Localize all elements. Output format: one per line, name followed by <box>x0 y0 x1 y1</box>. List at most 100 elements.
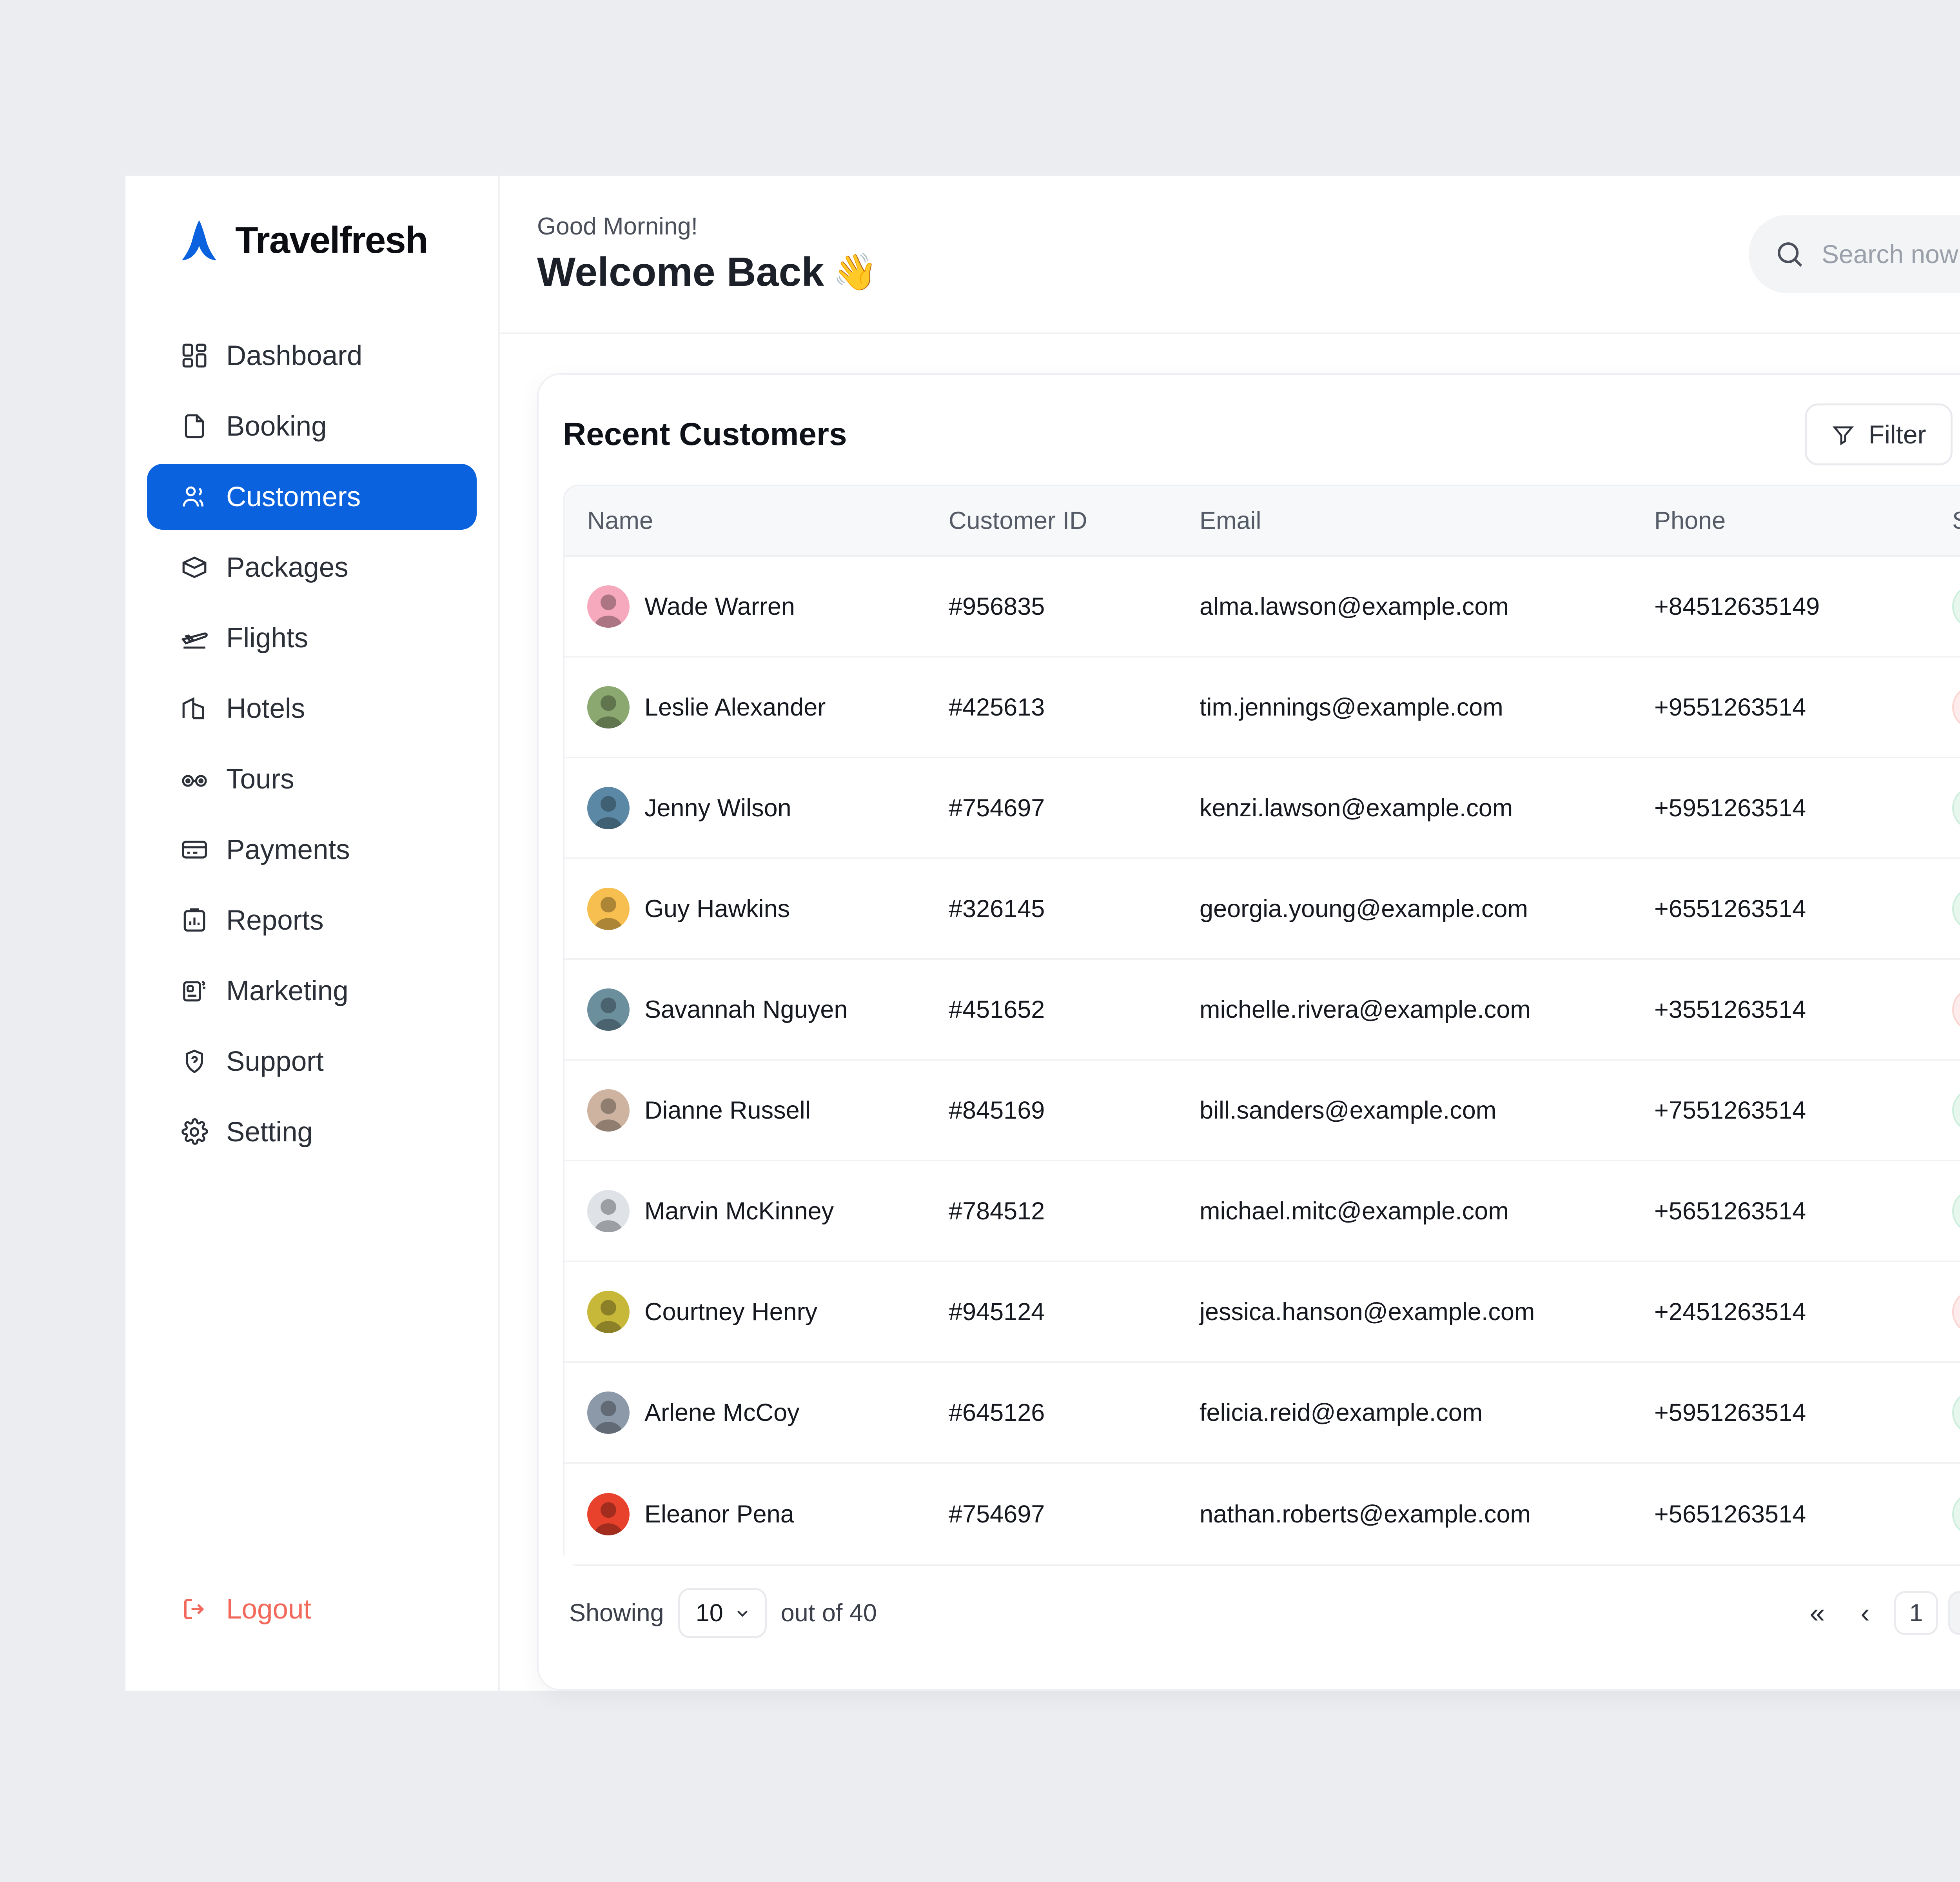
row-name: Guy Hawkins <box>644 895 790 923</box>
sidebar-item-booking[interactable]: Booking <box>147 393 477 459</box>
row-avatar <box>587 585 630 628</box>
box-icon <box>182 556 207 578</box>
sidebar-item-label: Packages <box>226 552 348 583</box>
customers-table: Name Customer ID Email Phone Status Acti… <box>563 485 1960 1566</box>
page-size-select[interactable]: 10 <box>678 1588 767 1638</box>
table-row[interactable]: Arlene McCoy #645126 felicia.reid@example.… <box>564 1363 1960 1464</box>
search-placeholder: Search now <box>1822 240 1958 269</box>
status-badge: Active <box>1952 786 1960 830</box>
row-name: Marvin McKinney <box>644 1197 834 1225</box>
row-avatar <box>587 787 630 829</box>
sidebar-item-label: Tours <box>226 763 294 795</box>
row-avatar <box>587 1391 630 1434</box>
row-name: Courtney Henry <box>644 1298 818 1326</box>
status-badge: Success <box>1952 1492 1960 1536</box>
row-avatar <box>587 1493 630 1535</box>
row-phone: +2451263514 <box>1654 1298 1806 1326</box>
page-title: Welcome Back 👋 <box>537 249 878 296</box>
sidebar-item-dashboard[interactable]: Dashboard <box>147 323 477 389</box>
brand[interactable]: Travelfresh <box>125 211 498 270</box>
question-icon <box>186 1050 203 1074</box>
row-avatar <box>587 1089 630 1132</box>
logout-icon <box>184 1599 204 1620</box>
row-avatar <box>587 1190 630 1232</box>
pagination-prev[interactable]: ‹ <box>1860 1598 1870 1628</box>
content-area: Recent Customers Filter <box>500 334 1960 1691</box>
row-customer-id: #956835 <box>949 592 1045 620</box>
pagination-page[interactable]: 1 <box>1894 1591 1938 1635</box>
status-badge: Inactive <box>1952 987 1960 1032</box>
sidebar-nav: Dashboard Booking Customers <box>125 323 498 1165</box>
sidebar-item-label: Payments <box>226 834 350 865</box>
row-phone: +5951263514 <box>1654 1399 1806 1426</box>
row-phone: +5651263514 <box>1654 1500 1806 1528</box>
status-badge: Active <box>1952 887 1960 931</box>
filter-button[interactable]: Filter <box>1804 403 1953 465</box>
page-title-text: Welcome Back <box>537 249 824 295</box>
row-phone: +84512635149 <box>1654 592 1820 620</box>
logout-button[interactable]: Logout <box>147 1586 477 1633</box>
logout-section: Logout <box>125 1586 498 1691</box>
row-email: michael.mitc@example.com <box>1200 1197 1509 1225</box>
row-email: nathan.roberts@example.com <box>1200 1500 1531 1528</box>
search-input[interactable]: Search now /F <box>1749 215 1960 293</box>
search-icon <box>1778 242 1802 267</box>
table-row[interactable]: Wade Warren #956835 alma.lawson@example.co… <box>564 557 1960 658</box>
table-row[interactable]: Courtney Henry #945124 jessica.hanson@exam… <box>564 1262 1960 1363</box>
pagination-page[interactable]: 2 <box>1948 1591 1960 1635</box>
sidebar-item-payments[interactable]: Payments <box>147 817 477 883</box>
column-header-email: Email <box>1200 507 1261 534</box>
table-row[interactable]: Savannah Nguyen #451652 michelle.rivera@ex… <box>564 960 1960 1061</box>
sidebar-item-support[interactable]: Support <box>147 1028 477 1094</box>
sidebar-item-customers[interactable]: Customers <box>147 464 477 530</box>
row-customer-id: #845169 <box>949 1096 1045 1124</box>
row-avatar <box>587 686 630 728</box>
row-name: Leslie Alexander <box>644 693 826 721</box>
table-row[interactable]: Leslie Alexander #425613 tim.jennings@exam… <box>564 658 1960 758</box>
main-area: Good Morning! Welcome Back 👋 Search now … <box>500 176 1960 1691</box>
table-row[interactable]: Dianne Russell #845169 bill.sanders@exampl… <box>564 1061 1960 1161</box>
row-name: Dianne Russell <box>644 1096 811 1124</box>
row-phone: +5951263514 <box>1654 794 1806 822</box>
greeting-subtitle: Good Morning! <box>537 213 698 240</box>
sidebar-item-packages[interactable]: Packages <box>147 534 477 600</box>
card-header: Recent Customers Filter <box>563 399 1960 470</box>
recent-customers-card: Recent Customers Filter <box>537 373 1960 1691</box>
topbar: Good Morning! Welcome Back 👋 Search now … <box>500 176 1960 334</box>
filter-label: Filter <box>1868 420 1926 449</box>
showing-control: Showing 10 out of 40 <box>569 1588 877 1638</box>
pagination-first[interactable]: « <box>1809 1598 1825 1628</box>
chevron-down-icon <box>737 1610 748 1617</box>
row-customer-id: #451652 <box>949 995 1045 1023</box>
pagination-pages: 1234···9 <box>1894 1591 1960 1635</box>
sidebar-item-flights[interactable]: Flights <box>147 605 477 671</box>
table-row[interactable]: Jenny Wilson #754697 kenzi.lawson@example.… <box>564 758 1960 859</box>
status-badge: Active <box>1952 1189 1960 1233</box>
sidebar-item-tours[interactable]: Tours <box>147 746 477 812</box>
sidebar-item-hotels[interactable]: Hotels <box>147 676 477 741</box>
status-badge: Active <box>1952 1088 1960 1132</box>
table-row[interactable]: Marvin McKinney #784512 michael.mitc@examp… <box>564 1161 1960 1262</box>
row-name: Wade Warren <box>644 592 795 620</box>
row-name: Eleanor Pena <box>644 1500 794 1528</box>
row-customer-id: #784512 <box>949 1197 1045 1225</box>
row-avatar <box>587 1290 630 1333</box>
row-customer-id: #754697 <box>949 794 1045 822</box>
sidebar-item-setting[interactable]: Setting <box>147 1099 477 1165</box>
table-row[interactable]: Guy Hawkins #326145 georgia.young@example.… <box>564 859 1960 960</box>
column-header-status: Status <box>1952 507 1960 535</box>
card-actions: Filter Add New Customers <box>1804 403 1960 465</box>
column-header-phone: Phone <box>1654 507 1726 534</box>
column-header-name: Name <box>587 507 653 534</box>
waving-hand-icon: 👋 <box>833 252 878 292</box>
topbar-right: Search now /F 12 <box>1749 215 1960 293</box>
sidebar-item-label: Marketing <box>226 975 348 1006</box>
table-row[interactable]: Eleanor Pena #754697 nathan.roberts@exampl… <box>564 1464 1960 1564</box>
sidebar-item-marketing[interactable]: Marketing <box>147 958 477 1024</box>
row-email: kenzi.lawson@example.com <box>1200 794 1513 822</box>
plane-icon <box>181 632 208 649</box>
card-icon <box>182 841 207 859</box>
sidebar-item-label: Flights <box>226 622 309 654</box>
sidebar-item-reports[interactable]: Reports <box>147 887 477 953</box>
